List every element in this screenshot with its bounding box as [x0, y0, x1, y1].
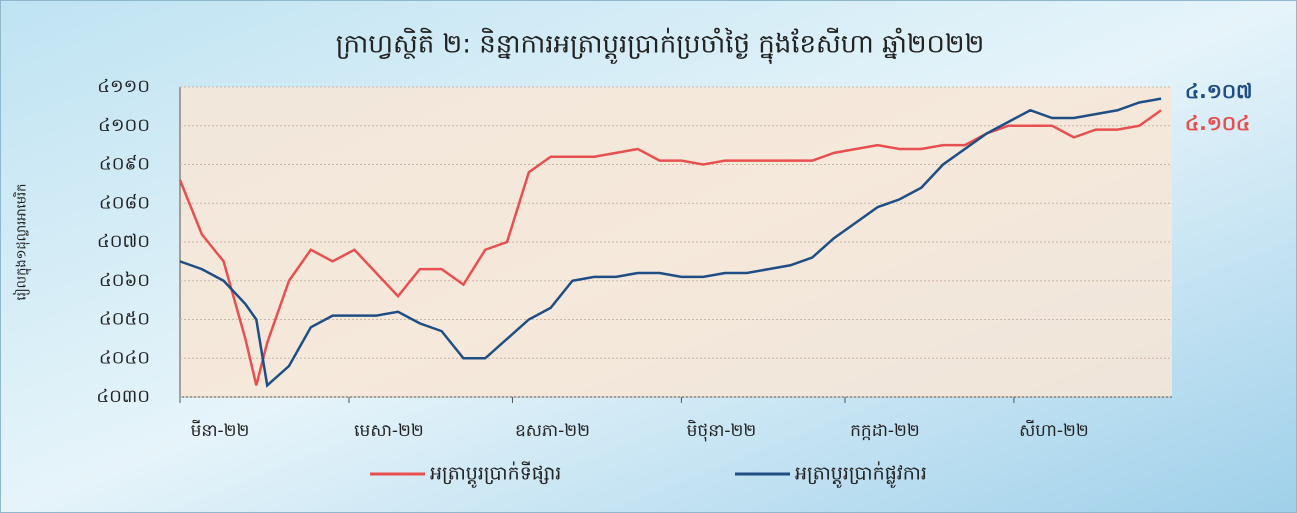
y-tick-label: ៤០៥០	[99, 309, 150, 330]
y-tick-label: ៤១០០	[98, 115, 150, 136]
y-tick-label: ៤០៣០	[96, 386, 150, 407]
y-tick-label: ៤០៨០	[99, 192, 150, 213]
y-tick-label: ៤០៤០	[99, 347, 150, 368]
x-tick-label: កក្កដា-២២	[850, 421, 920, 441]
x-tick-label: មីនា-២២	[191, 419, 250, 441]
x-tick-label: សីហា-២២	[1019, 419, 1089, 441]
x-tick-label: មិថុនា-២២	[687, 419, 757, 442]
chart: ក្រាហ្វស្ថិតិ ២: និន្នាការអត្រាប្តូរប្រា…	[0, 0, 1297, 513]
y-tick-label: ៤០៦០	[99, 270, 150, 291]
page: ក្រាហ្វស្ថិតិ ២: និន្នាការអត្រាប្តូរប្រា…	[0, 0, 1297, 513]
y-axis-label: រៀលក្នុង១ដុល្លារអាមេរិក	[13, 184, 32, 301]
x-tick-label: ឧសភា-២២	[515, 421, 590, 441]
legend-label: អត្រាប្តូរប្រាក់ទីផ្សារ	[430, 461, 561, 489]
end-label: ៤.១០៧	[1185, 79, 1252, 103]
y-tick-label: ៤០៩០	[99, 154, 150, 175]
end-label: ៤.១០៤	[1185, 111, 1250, 135]
x-tick-label: មេសា-២២	[354, 421, 424, 441]
legend-label: អត្រាប្តូរប្រាក់ផ្លូវការ	[795, 461, 927, 489]
chart-title: ក្រាហ្វស្ថិតិ ២: និន្នាការអត្រាប្តូរប្រា…	[336, 28, 985, 65]
y-tick-label: ៤០៧០	[97, 231, 150, 252]
y-tick-label: ៤១១០	[97, 76, 150, 97]
